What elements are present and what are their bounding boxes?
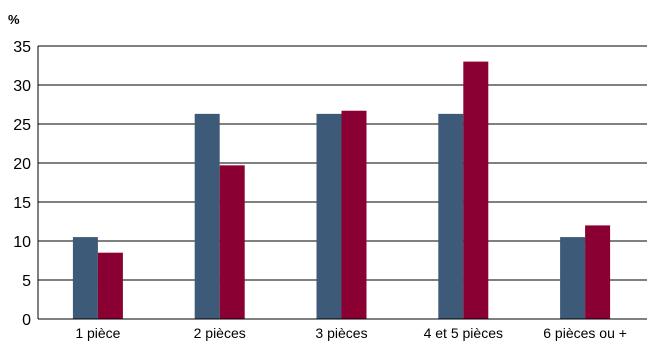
y-tick-label: 5 xyxy=(22,273,31,290)
bar-series1-2 xyxy=(316,113,342,319)
x-category-label: 2 pièces xyxy=(194,325,246,341)
x-category-label: 4 et 5 pièces xyxy=(424,325,503,341)
y-tick-label: 30 xyxy=(13,78,31,95)
y-tick-label: 0 xyxy=(22,312,31,329)
y-tick-label: 35 xyxy=(13,39,31,56)
y-axis-label: % xyxy=(8,12,20,27)
bar-series2-0 xyxy=(97,252,123,319)
y-tick-labels: 0 5 10 15 20 25 30 35 xyxy=(13,39,31,329)
y-tick-label: 25 xyxy=(13,117,31,134)
y-tick-label: 15 xyxy=(13,195,31,212)
bar-series2-2 xyxy=(341,110,367,320)
x-category-label: 6 pièces ou + xyxy=(543,325,627,341)
bar-series2-3 xyxy=(463,61,489,319)
x-category-labels: 1 pièce 2 pièces 3 pièces 4 et 5 pièces 6 pi… xyxy=(75,325,627,341)
bar-series1-1 xyxy=(194,113,220,319)
bar-series1-0 xyxy=(72,237,98,319)
bar-series2-1 xyxy=(219,165,245,319)
x-category-label: 1 pièce xyxy=(75,325,120,341)
bars xyxy=(72,61,611,320)
bar-series1-4 xyxy=(560,237,586,319)
bar-series2-4 xyxy=(585,225,611,319)
y-tick-label: 20 xyxy=(13,156,31,173)
bar-series1-3 xyxy=(438,113,464,319)
x-category-label: 3 pièces xyxy=(315,325,367,341)
y-tick-label: 10 xyxy=(13,234,31,251)
